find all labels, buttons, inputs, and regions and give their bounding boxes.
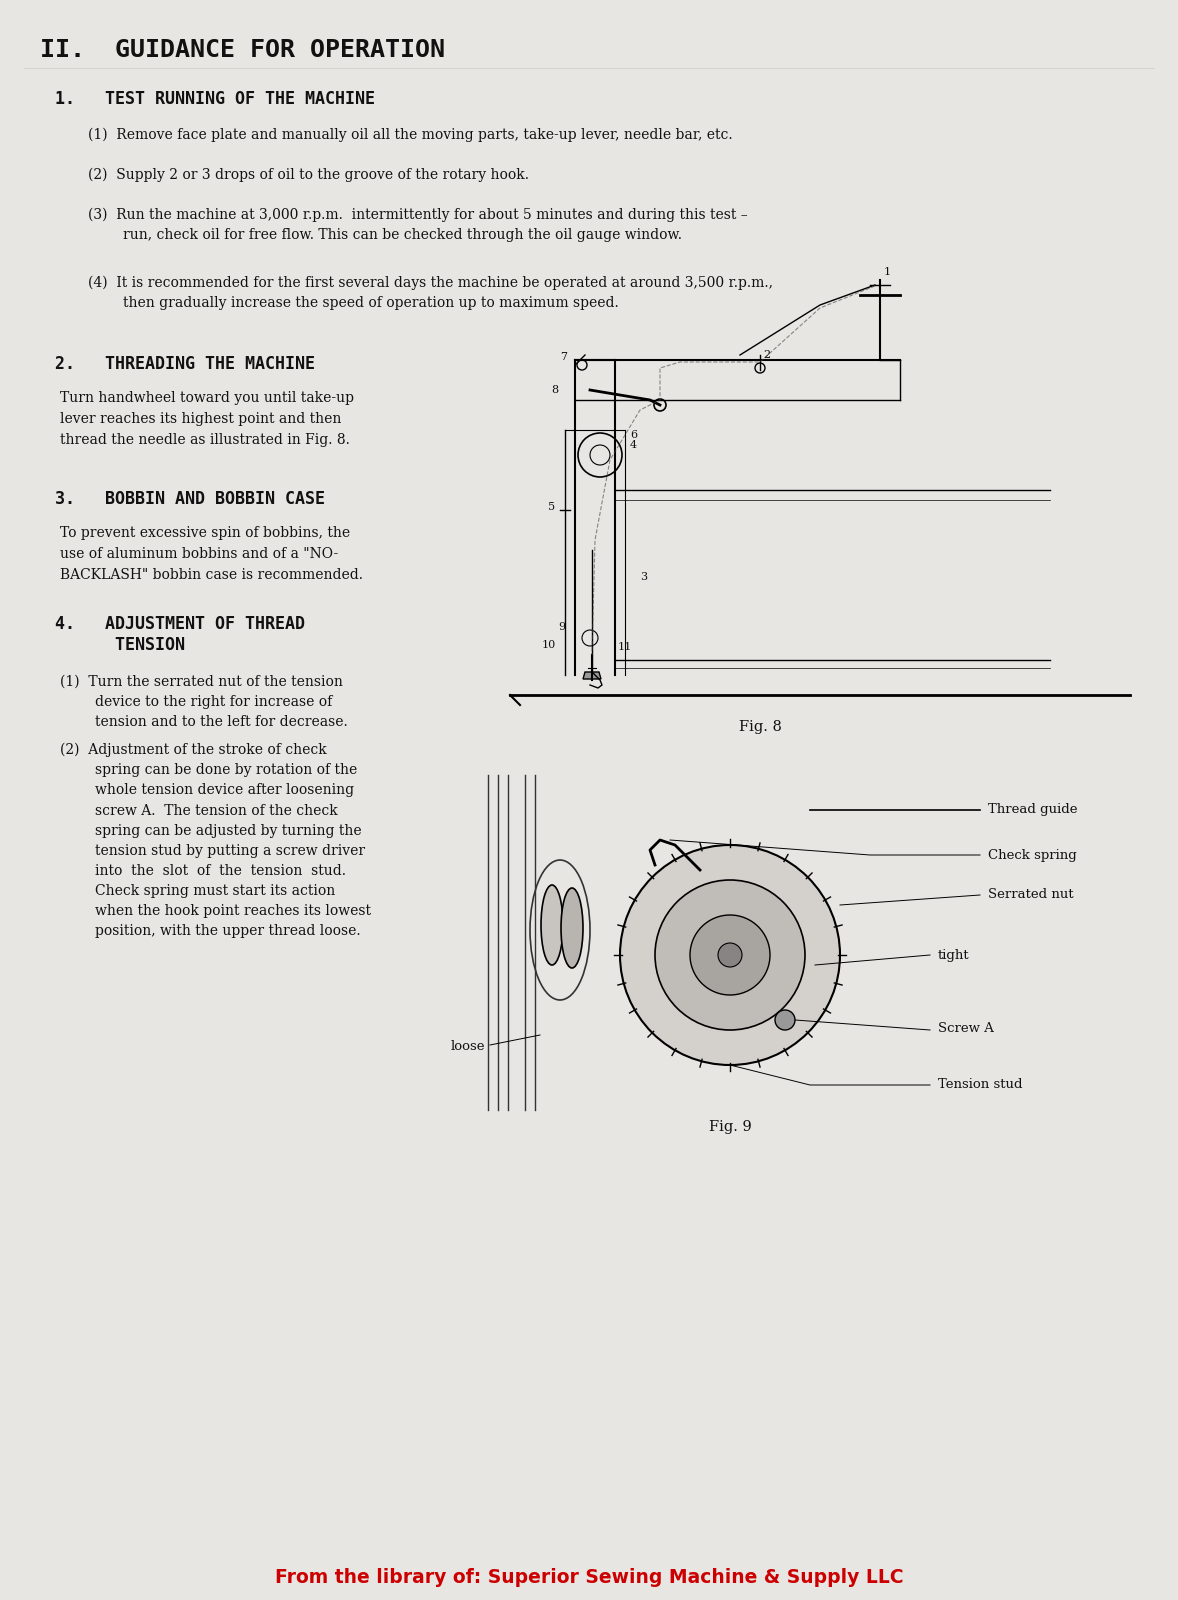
Text: 11: 11 bbox=[618, 642, 633, 653]
Text: loose: loose bbox=[450, 1040, 485, 1053]
Text: Check spring: Check spring bbox=[988, 848, 1077, 861]
Text: Tension stud: Tension stud bbox=[938, 1078, 1023, 1091]
Text: 9: 9 bbox=[558, 622, 565, 632]
Text: (1)  Remove face plate and manually oil all the moving parts, take-up lever, nee: (1) Remove face plate and manually oil a… bbox=[88, 128, 733, 142]
Text: 3.   BOBBIN AND BOBBIN CASE: 3. BOBBIN AND BOBBIN CASE bbox=[55, 490, 325, 509]
Text: 1: 1 bbox=[884, 267, 891, 277]
Text: From the library of: Superior Sewing Machine & Supply LLC: From the library of: Superior Sewing Mac… bbox=[274, 1568, 904, 1587]
Text: Thread guide: Thread guide bbox=[988, 803, 1078, 816]
Text: 6: 6 bbox=[630, 430, 637, 440]
Text: (3)  Run the machine at 3,000 r.p.m.  intermittently for about 5 minutes and dur: (3) Run the machine at 3,000 r.p.m. inte… bbox=[88, 208, 748, 242]
Text: 8: 8 bbox=[551, 386, 558, 395]
Circle shape bbox=[655, 880, 805, 1030]
Text: (1)  Turn the serrated nut of the tension
        device to the right for increa: (1) Turn the serrated nut of the tension… bbox=[60, 675, 348, 730]
Text: (2)  Supply 2 or 3 drops of oil to the groove of the rotary hook.: (2) Supply 2 or 3 drops of oil to the gr… bbox=[88, 168, 529, 182]
Text: 3: 3 bbox=[640, 573, 647, 582]
Ellipse shape bbox=[541, 885, 563, 965]
Text: (2)  Adjustment of the stroke of check
        spring can be done by rotation of: (2) Adjustment of the stroke of check sp… bbox=[60, 742, 371, 938]
Text: tight: tight bbox=[938, 949, 969, 962]
Text: 10: 10 bbox=[542, 640, 556, 650]
Text: 4.   ADJUSTMENT OF THREAD
      TENSION: 4. ADJUSTMENT OF THREAD TENSION bbox=[55, 614, 305, 654]
Text: 2.   THREADING THE MACHINE: 2. THREADING THE MACHINE bbox=[55, 355, 315, 373]
Text: 1.   TEST RUNNING OF THE MACHINE: 1. TEST RUNNING OF THE MACHINE bbox=[55, 90, 375, 109]
Circle shape bbox=[620, 845, 840, 1066]
Circle shape bbox=[775, 1010, 795, 1030]
Text: 4: 4 bbox=[630, 440, 637, 450]
Text: 7: 7 bbox=[560, 352, 567, 362]
Polygon shape bbox=[583, 672, 601, 678]
Text: II.  GUIDANCE FOR OPERATION: II. GUIDANCE FOR OPERATION bbox=[40, 38, 445, 62]
Text: Turn handwheel toward you until take-up
lever reaches its highest point and then: Turn handwheel toward you until take-up … bbox=[60, 390, 355, 448]
Text: Serrated nut: Serrated nut bbox=[988, 888, 1073, 901]
Text: Fig. 9: Fig. 9 bbox=[709, 1120, 752, 1134]
Text: Fig. 8: Fig. 8 bbox=[739, 720, 781, 734]
Text: 5: 5 bbox=[548, 502, 555, 512]
Text: To prevent excessive spin of bobbins, the
use of aluminum bobbins and of a "NO-
: To prevent excessive spin of bobbins, th… bbox=[60, 526, 363, 582]
Text: Screw A: Screw A bbox=[938, 1021, 994, 1035]
Circle shape bbox=[690, 915, 770, 995]
Text: (4)  It is recommended for the first several days the machine be operated at aro: (4) It is recommended for the first seve… bbox=[88, 275, 773, 310]
Text: 2: 2 bbox=[763, 350, 770, 360]
Circle shape bbox=[719, 942, 742, 966]
Ellipse shape bbox=[561, 888, 583, 968]
